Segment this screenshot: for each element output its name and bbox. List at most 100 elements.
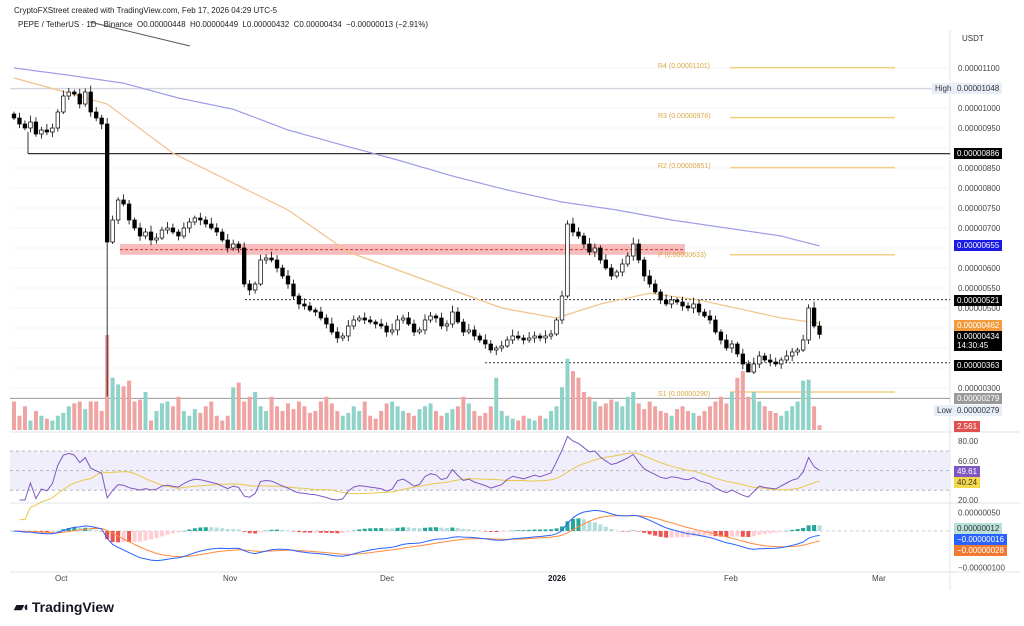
volume-bar xyxy=(313,411,318,430)
candle xyxy=(357,317,362,321)
sma200-badge: 0.00000655 xyxy=(954,240,1003,251)
macd-histogram-bar xyxy=(187,529,192,531)
candle xyxy=(214,227,219,233)
currency-label: USDT xyxy=(962,34,984,43)
volume-bar xyxy=(592,401,597,430)
macd-histogram-bar xyxy=(55,530,60,532)
candle xyxy=(729,343,735,349)
volume-bar xyxy=(318,401,323,430)
candle xyxy=(521,337,526,341)
candle xyxy=(346,325,351,337)
macd-histogram-bar xyxy=(543,529,548,531)
candle xyxy=(72,91,77,95)
volume-bar xyxy=(697,415,701,430)
level-363-badge: 0.00000363 xyxy=(954,360,1003,371)
trend-line-drawing[interactable] xyxy=(89,21,191,47)
volume-bar xyxy=(384,403,389,430)
volume-bar xyxy=(362,401,367,430)
time-tick-dec: Dec xyxy=(380,574,395,583)
volume-bar xyxy=(675,409,680,430)
volume-bar xyxy=(17,415,22,430)
macd-histogram-bar xyxy=(280,529,285,531)
macd-histogram-bar xyxy=(773,531,778,533)
macd-histogram-bar xyxy=(790,529,795,531)
candle xyxy=(707,315,713,321)
candle xyxy=(99,117,104,125)
candle xyxy=(784,355,789,361)
macd-histogram-bar xyxy=(253,531,258,534)
macd-histogram-bar xyxy=(762,531,767,534)
volume-bar xyxy=(784,411,789,430)
candle xyxy=(450,311,455,325)
sma200-line xyxy=(13,67,820,247)
macd-histogram-bar xyxy=(258,531,263,532)
volume-bar xyxy=(773,412,778,430)
volume-bar xyxy=(61,412,66,430)
macd-histogram-bar xyxy=(269,529,274,531)
rsi-ma-line xyxy=(19,452,820,521)
volume-bar xyxy=(620,406,625,430)
candle xyxy=(55,111,60,129)
macd-histogram-bar xyxy=(768,531,773,534)
candle xyxy=(121,199,126,205)
candle xyxy=(220,231,225,241)
candle xyxy=(554,319,559,335)
macd-histogram-bar xyxy=(275,529,280,531)
volume-bar xyxy=(707,406,712,430)
candle xyxy=(696,303,702,313)
macd-histogram-bar xyxy=(801,527,806,531)
price-tick: 0.00000550 xyxy=(958,284,1001,293)
volume-bar xyxy=(55,415,60,430)
volume-bar xyxy=(751,392,756,430)
macd-histogram-bar xyxy=(609,529,614,531)
candle xyxy=(324,317,329,325)
ohlc-low: L0.00000432 xyxy=(242,20,290,29)
tradingview-logo[interactable]: ▰◖ TradingView xyxy=(14,599,114,615)
volume-bar xyxy=(264,411,269,430)
price-tick: 0.00001000 xyxy=(958,104,1001,113)
macd-histogram-bar xyxy=(707,531,712,536)
candles xyxy=(11,85,822,397)
price-tick: 0.00000600 xyxy=(958,264,1001,273)
candle xyxy=(176,231,181,237)
volume-bar xyxy=(121,386,126,430)
candle xyxy=(231,243,236,249)
macd-histogram-bar xyxy=(746,531,751,538)
macd-histogram-bar xyxy=(620,531,625,532)
candle xyxy=(647,275,652,285)
rsi-panel xyxy=(10,435,950,521)
symbol-name[interactable]: PEPE / TetherUS · 1D · Binance xyxy=(18,20,133,29)
volume-bar xyxy=(94,401,99,430)
volume-bar xyxy=(390,401,395,430)
candle xyxy=(181,227,187,237)
candle xyxy=(669,299,674,305)
macd-histogram-bar xyxy=(236,529,241,531)
candle xyxy=(609,267,614,277)
volume-bar xyxy=(324,396,329,430)
volume-bar xyxy=(286,403,290,430)
macd-histogram-bar xyxy=(373,528,378,531)
candle xyxy=(505,339,510,347)
price-tick: 0.00000850 xyxy=(958,164,1001,173)
price-axis[interactable]: 0.00001100 0.00001000 0.00000950 0.00000850… xyxy=(958,64,1005,573)
volume-bar xyxy=(225,415,230,430)
macd-histogram-bar xyxy=(88,528,93,531)
macd-histogram-bar xyxy=(412,527,417,531)
time-tick-2026: 2026 xyxy=(548,574,566,583)
candle xyxy=(318,311,324,319)
rsi-badge: 49.61 xyxy=(954,466,981,477)
macd-histogram-bar xyxy=(127,531,132,543)
macd-histogram-bar xyxy=(488,531,493,532)
macd-histogram-bar xyxy=(527,529,532,531)
candle xyxy=(170,227,176,233)
volume-bar xyxy=(149,420,153,430)
volume-bar xyxy=(724,403,729,430)
volume-bar xyxy=(691,412,696,430)
volume-bar xyxy=(220,420,225,430)
last-price: 0.00000434 xyxy=(957,332,1000,341)
volume-bar xyxy=(669,415,674,430)
volume-bar xyxy=(373,418,378,430)
macd-histogram-bar xyxy=(296,531,301,533)
volume-bar xyxy=(527,418,532,430)
